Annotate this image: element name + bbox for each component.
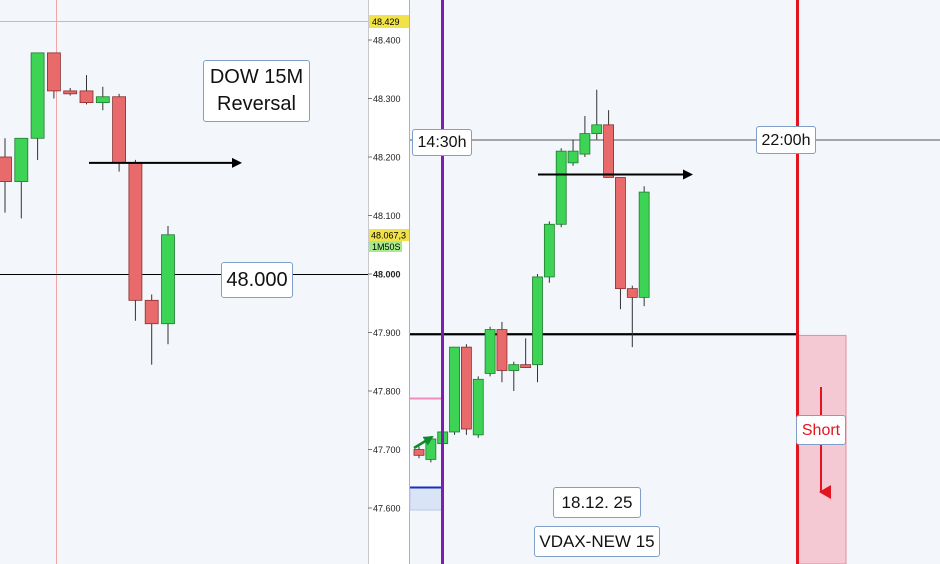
left-candle-body [14, 137, 29, 182]
right-candle-body [555, 150, 567, 225]
right-candle-body [615, 177, 626, 290]
left-candle [161, 226, 175, 345]
green-entry-arrow [413, 435, 434, 450]
right-candle [413, 446, 425, 459]
price-tag-current [369, 229, 409, 241]
right-candle [555, 148, 567, 228]
left-candle [144, 294, 159, 365]
left-candle [47, 52, 61, 99]
left-candle [95, 86, 110, 111]
right-panel-bg [410, 0, 940, 564]
right-candle [626, 285, 638, 348]
left-candle-body [112, 96, 126, 164]
right-candle-body [579, 133, 591, 155]
price-tag-top [369, 15, 409, 28]
right-candle-body [603, 124, 614, 178]
blue-zone [409, 486, 443, 511]
price-tag-top-text: 48.429 [372, 17, 400, 27]
right-candle-body [496, 329, 508, 371]
axis-tick-label: 48.000 [373, 270, 401, 280]
right-candle-body [425, 438, 437, 460]
date-label[interactable]: 18.12. 25 [553, 487, 641, 518]
axis-tick-label: 48.200 [373, 153, 401, 163]
axis-tick-label: 48.400 [373, 36, 401, 46]
axis-tick-label: 47.700 [373, 445, 401, 455]
left-candle-body [95, 96, 110, 103]
right-candle-body [567, 150, 579, 164]
right-candle-body [413, 449, 425, 456]
right-candle-body [532, 276, 543, 366]
right-candle [425, 438, 437, 463]
right-candle-body [484, 329, 496, 374]
price-axis-ticks: 48.400 48.300 48.200 48.100 48.000 47.900 47.8… [368, 36, 401, 514]
right-candle [508, 361, 520, 391]
left-candle [112, 93, 126, 172]
right-candles [413, 89, 650, 463]
time-start-label[interactable]: 14:30h [412, 129, 472, 156]
right-candle [460, 344, 472, 435]
left-candle [79, 75, 94, 105]
right-candle [449, 346, 460, 435]
countdown-tag-text: 1M50S [372, 242, 401, 252]
right-candle-body [626, 288, 638, 298]
left-candle-body [30, 52, 45, 139]
price-tag-current-text: 48.067,3 [371, 231, 406, 241]
axis-tick-label: 47.800 [373, 387, 401, 397]
title-line-2: Reversal [217, 93, 296, 115]
right-candle-body [460, 346, 472, 430]
left-candle [128, 159, 143, 321]
right-candle-body [508, 364, 520, 371]
left-candle-body [79, 90, 94, 103]
axis-tick-label: 48.300 [373, 94, 401, 104]
right-candle-body [449, 346, 460, 433]
left-candle-body [161, 234, 175, 325]
right-candle [520, 338, 532, 368]
title-line-1: DOW 15M [209, 66, 304, 88]
short-label[interactable]: Short [796, 415, 846, 445]
right-candle [543, 221, 555, 283]
axis-tick-label: 47.600 [373, 504, 401, 514]
axis-tick-label: 48.100 [373, 211, 401, 221]
right-candle [496, 321, 508, 383]
right-candle-body [591, 124, 603, 134]
left-candle-body [63, 90, 78, 95]
right-candle-body [638, 191, 650, 298]
price-axis-bg [368, 0, 410, 564]
left-candle-body [47, 52, 61, 92]
left-candle [0, 138, 12, 213]
left-candle-body [0, 156, 12, 182]
right-candle-body [543, 223, 555, 278]
right-candle [638, 186, 650, 307]
time-end-label[interactable]: 22:00h [756, 126, 816, 154]
right-candle [532, 274, 543, 383]
title-box[interactable]: DOW 15M Reversal [203, 60, 310, 122]
right-candle-body [520, 364, 532, 368]
right-candle [615, 177, 626, 310]
left-candle [14, 137, 29, 219]
left-candles [0, 52, 175, 365]
left-candle-body [144, 299, 159, 325]
right-candle [567, 139, 579, 166]
right-candle [484, 326, 496, 377]
right-candle [472, 376, 484, 438]
right-candle-body [472, 378, 484, 436]
level-label-48000[interactable]: 48.000 [221, 262, 293, 298]
right-candle [603, 110, 614, 178]
instrument-label[interactable]: VDAX-NEW 15 [534, 526, 660, 557]
left-candle [63, 87, 78, 96]
left-candle [30, 52, 45, 160]
left-candle-body [128, 162, 143, 301]
axis-tick-label: 47.900 [373, 328, 401, 338]
right-candle [579, 116, 591, 157]
countdown-tag [369, 241, 402, 252]
right-candle [591, 89, 603, 140]
